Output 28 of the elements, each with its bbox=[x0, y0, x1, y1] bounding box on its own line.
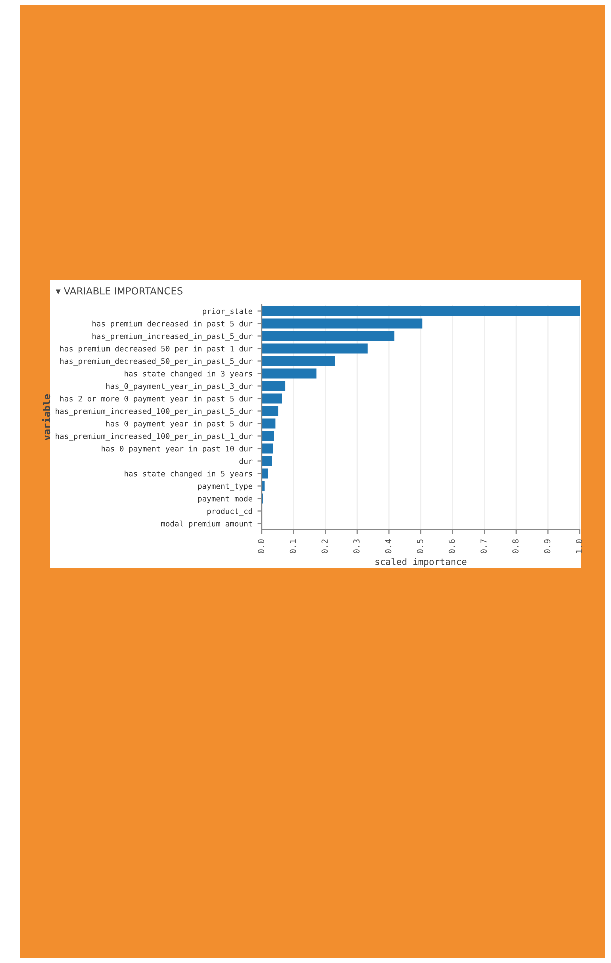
bar bbox=[262, 406, 279, 416]
x-tick-label: 0.9 bbox=[544, 540, 551, 554]
bar bbox=[262, 468, 268, 479]
bar bbox=[262, 356, 336, 366]
bar bbox=[262, 418, 276, 429]
bar bbox=[262, 381, 286, 392]
x-tick-label: 0.3 bbox=[354, 540, 360, 554]
y-axis-title: variable bbox=[42, 394, 51, 441]
x-axis-title: scaled importance bbox=[376, 558, 467, 568]
bar bbox=[262, 394, 282, 404]
x-tick-label: 0.4 bbox=[385, 539, 392, 554]
x-tick-label: 0.2 bbox=[322, 540, 328, 554]
x-tick-label: 0.1 bbox=[290, 540, 296, 554]
x-tick-label: 0.5 bbox=[417, 540, 424, 554]
bar bbox=[262, 444, 274, 454]
bar bbox=[262, 368, 317, 379]
bar bbox=[262, 431, 274, 442]
bar bbox=[262, 344, 368, 354]
x-tick-label: 0.6 bbox=[448, 540, 456, 554]
x-tick-label: 0.0 bbox=[258, 540, 264, 554]
bar bbox=[262, 456, 272, 466]
x-tick-label: 0.7 bbox=[480, 540, 488, 554]
text: ▾ VARIABLE IMPORTANCES bbox=[56, 287, 183, 295]
x-tick-label: 1.0 bbox=[576, 540, 582, 554]
bar bbox=[262, 306, 580, 316]
x-tick-label: 0.8 bbox=[512, 540, 519, 554]
bar bbox=[262, 331, 395, 342]
bar bbox=[262, 318, 423, 329]
